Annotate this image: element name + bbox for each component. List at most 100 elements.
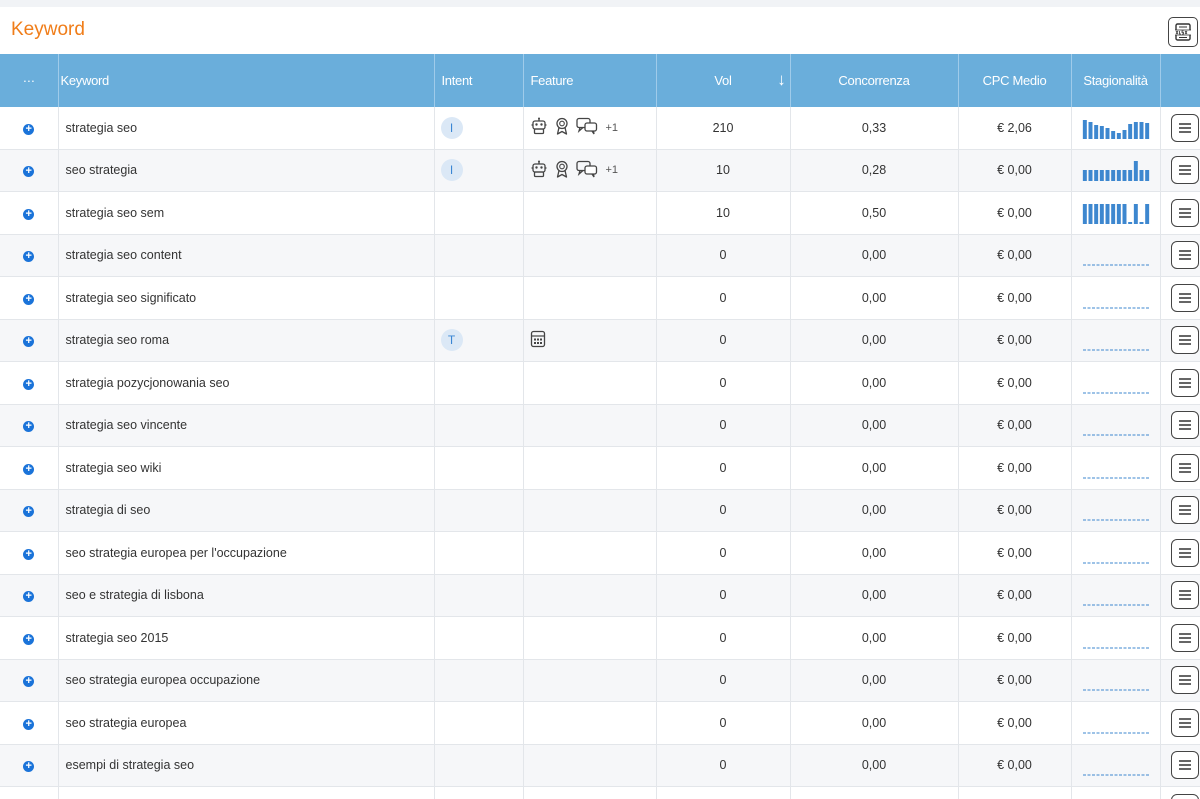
cpc-cell: € 0,00 (958, 659, 1072, 702)
table-row[interactable]: + strategia seo sem 10 0,50 € 0,00 (0, 191, 1200, 235)
seasonality-bar (1133, 121, 1138, 139)
row-menu-button[interactable] (1170, 453, 1199, 482)
row-menu-button[interactable] (1170, 496, 1199, 525)
add-keyword-icon[interactable]: + (23, 463, 35, 475)
seasonality-bar (1099, 203, 1104, 224)
column-concorrenza[interactable]: Concorrenza (790, 54, 959, 107)
chat-icon[interactable] (575, 117, 598, 138)
row-menu-button[interactable] (1170, 538, 1199, 567)
add-keyword-icon[interactable]: + (23, 421, 35, 433)
add-keyword-icon[interactable]: + (23, 591, 35, 603)
table-row[interactable]: + esempi strategia seo 0 0,00 € 0,00 (0, 786, 1200, 799)
stagionalita-cell (1071, 319, 1161, 362)
table-row[interactable]: + strategia seo significato 0 0,00 € 0,0… (0, 276, 1200, 320)
feature-cell (523, 404, 657, 447)
robot-icon[interactable] (530, 117, 548, 138)
keyword-cell: strategia seo sem (58, 191, 435, 235)
row-menu-button[interactable] (1170, 708, 1199, 737)
add-keyword-icon[interactable]: + (23, 548, 35, 560)
add-cell: + (0, 701, 59, 745)
row-menu-button[interactable] (1170, 241, 1199, 270)
table-row[interactable]: + esempi di strategia seo 0 0,00 € 0,00 (0, 744, 1200, 787)
table-row[interactable]: + seo e strategia di lisbona 0 0,00 € 0,… (0, 574, 1200, 617)
intent-badge[interactable]: I (440, 116, 463, 139)
table-row[interactable]: + seo strategia I +1 10 0,28 € 0,00 (0, 149, 1200, 192)
table-row[interactable]: + strategia seo I +1 210 0,33 € 2,06 (0, 107, 1200, 150)
add-keyword-icon[interactable]: + (23, 123, 35, 135)
row-menu-button[interactable] (1170, 623, 1199, 652)
add-keyword-icon[interactable]: + (23, 166, 35, 178)
column-stagionalita[interactable]: Stagionalità (1071, 54, 1161, 107)
add-keyword-icon[interactable]: + (23, 506, 35, 518)
intent-cell (434, 234, 524, 277)
row-menu-button[interactable] (1170, 751, 1199, 780)
row-menu-button[interactable] (1170, 368, 1199, 397)
add-keyword-icon[interactable]: + (23, 208, 35, 220)
stagionalita-cell (1071, 361, 1161, 405)
award-icon[interactable] (554, 160, 570, 181)
column-cpc[interactable]: CPC Medio (958, 54, 1072, 107)
chat-icon[interactable] (575, 160, 598, 181)
xlsx-export-button[interactable] (1168, 17, 1198, 47)
hamburger-icon (1178, 123, 1191, 133)
seasonality-sparkline (1082, 647, 1149, 649)
column-keyword[interactable]: Keyword (58, 54, 435, 107)
row-menu-button[interactable] (1170, 411, 1199, 440)
sort-desc-icon[interactable]: ↓ (777, 70, 786, 89)
table-row[interactable]: + strategia seo vincente 0 0,00 € 0,00 (0, 404, 1200, 447)
intent-badge[interactable]: I (440, 159, 463, 182)
row-menu-button[interactable] (1170, 666, 1199, 695)
row-menu-button[interactable] (1170, 581, 1199, 610)
actions-cell (1160, 786, 1200, 799)
seasonality-sparkline (1082, 264, 1149, 266)
vol-cell: 0 (656, 319, 791, 362)
intent-badge[interactable]: T (440, 329, 463, 352)
add-keyword-icon[interactable]: + (23, 293, 35, 305)
calculator-icon[interactable] (530, 330, 546, 351)
table-row[interactable]: + seo strategia europea per l'occupazion… (0, 531, 1200, 575)
row-menu-button[interactable] (1170, 113, 1199, 142)
table-row[interactable]: + strategia di seo 0 0,00 € 0,00 (0, 489, 1200, 532)
stagionalita-cell (1071, 149, 1161, 192)
feature-more-count[interactable]: +1 (605, 164, 619, 177)
add-keyword-icon[interactable]: + (23, 633, 35, 645)
add-keyword-icon[interactable]: + (23, 761, 35, 773)
add-keyword-icon[interactable]: + (23, 718, 35, 730)
feature-cell (523, 616, 657, 660)
table-row[interactable]: + strategia pozycjonowania seo 0 0,00 € … (0, 361, 1200, 405)
add-cell: + (0, 404, 59, 447)
add-keyword-icon[interactable]: + (23, 336, 35, 348)
column-vol[interactable]: Vol ↓ (656, 54, 791, 107)
table-row[interactable]: + strategia seo roma T 0 0,00 € 0,00 (0, 319, 1200, 362)
add-keyword-icon[interactable]: + (23, 676, 35, 688)
column-feature[interactable]: Feature (523, 54, 657, 107)
seasonality-bar (1139, 170, 1143, 182)
add-cell: + (0, 744, 59, 787)
row-menu-button[interactable] (1170, 283, 1199, 312)
robot-icon[interactable] (530, 160, 548, 181)
add-cell: + (0, 191, 59, 235)
award-icon[interactable] (554, 117, 570, 138)
stagionalita-cell (1071, 276, 1161, 320)
column-options-button[interactable]: ··· (0, 54, 59, 107)
add-keyword-icon[interactable]: + (23, 251, 35, 263)
intent-cell (434, 361, 524, 405)
row-menu-button[interactable] (1170, 793, 1199, 799)
add-keyword-icon[interactable]: + (23, 378, 35, 390)
row-menu-button[interactable] (1170, 326, 1199, 355)
concorrenza-cell: 0,00 (790, 276, 959, 320)
seasonality-bar (1082, 203, 1087, 224)
row-menu-button[interactable] (1170, 198, 1199, 227)
feature-more-count[interactable]: +1 (605, 121, 619, 134)
intent-cell (434, 659, 524, 702)
table-row[interactable]: + seo strategia europea occupazione 0 0,… (0, 659, 1200, 702)
row-menu-button[interactable] (1170, 156, 1199, 185)
cpc-cell: € 0,00 (958, 191, 1072, 235)
column-intent[interactable]: Intent (434, 54, 524, 107)
table-row[interactable]: + seo strategia europea 0 0,00 € 0,00 (0, 701, 1200, 745)
table-row[interactable]: + strategia seo content 0 0,00 € 0,00 (0, 234, 1200, 277)
table-row[interactable]: + strategia seo wiki 0 0,00 € 0,00 (0, 446, 1200, 490)
keyword-cell: strategia seo 2015 (58, 616, 435, 660)
intent-cell (434, 446, 524, 490)
table-row[interactable]: + strategia seo 2015 0 0,00 € 0,00 (0, 616, 1200, 660)
